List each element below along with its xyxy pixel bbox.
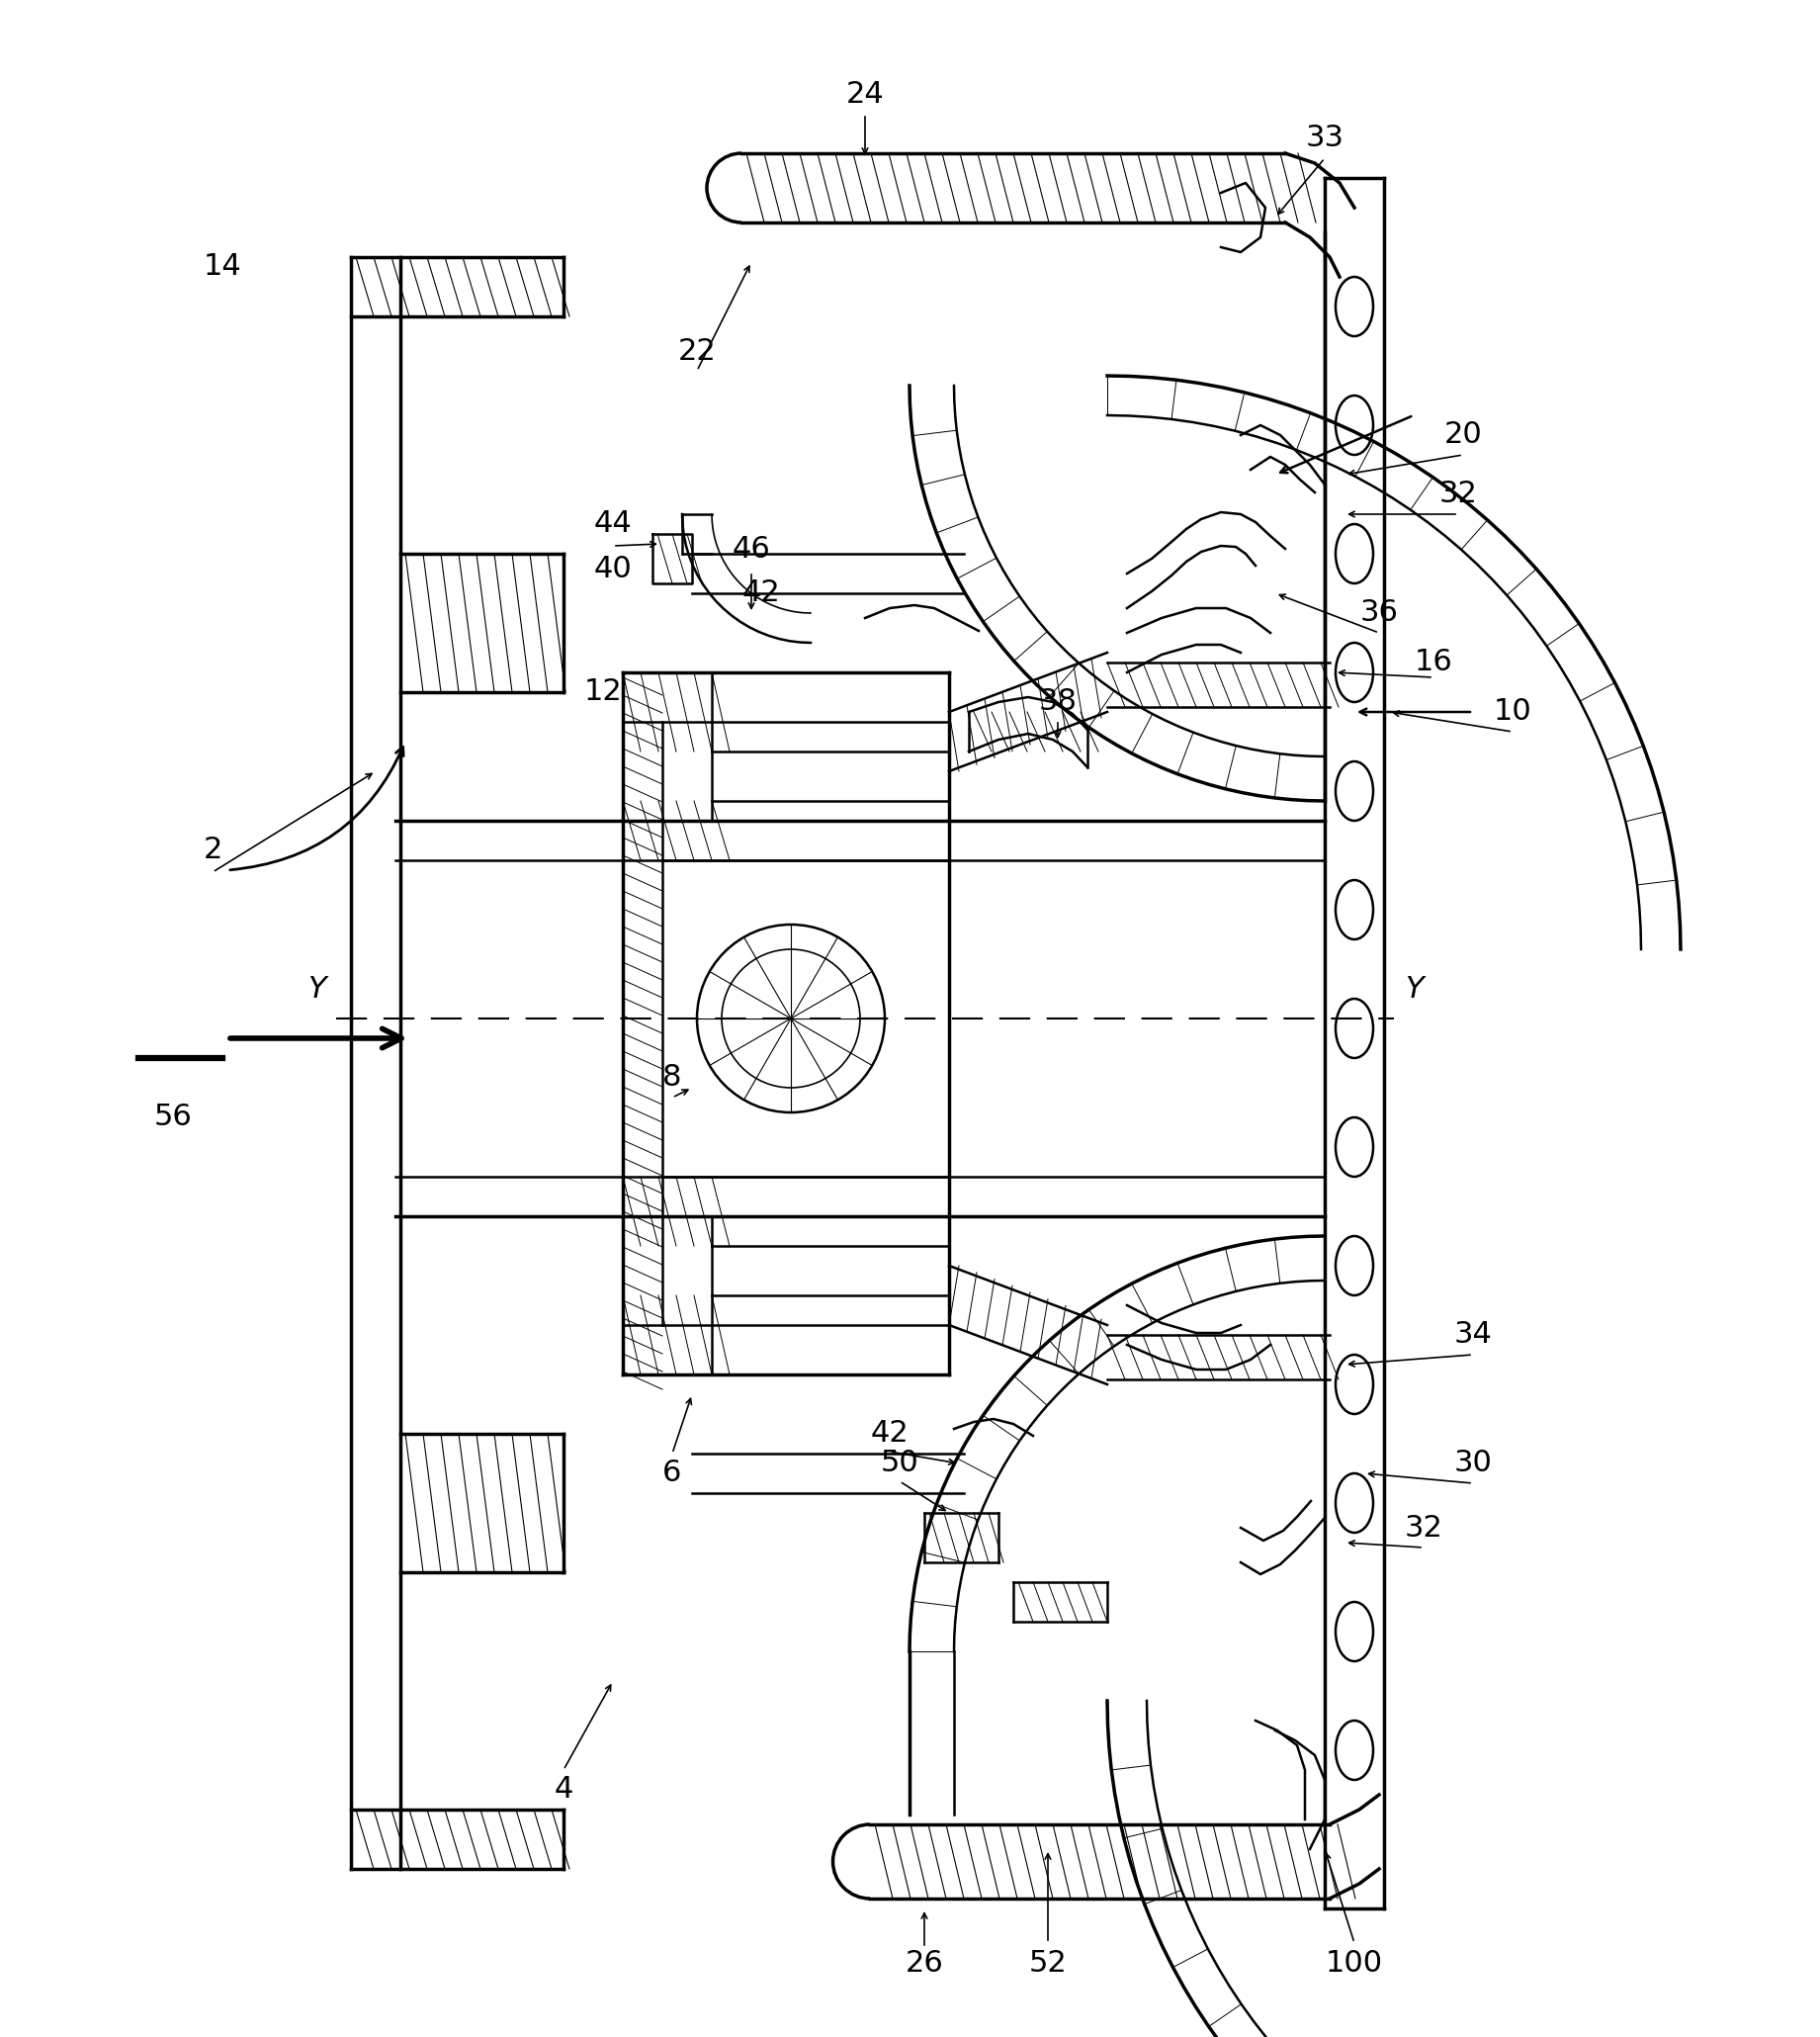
Text: 38: 38	[1039, 689, 1077, 717]
Text: 2: 2	[204, 835, 222, 866]
Text: 46: 46	[732, 534, 770, 562]
Text: 52: 52	[1028, 1949, 1067, 1978]
Text: 34: 34	[1454, 1320, 1492, 1348]
Text: 36: 36	[1360, 599, 1398, 627]
Text: 40: 40	[593, 554, 632, 583]
Text: 50: 50	[881, 1448, 919, 1477]
Text: 14: 14	[204, 253, 242, 281]
Text: 6: 6	[662, 1458, 682, 1487]
Text: Y: Y	[308, 976, 326, 1004]
Text: 16: 16	[1414, 648, 1452, 676]
Text: 44: 44	[593, 509, 632, 538]
Text: 20: 20	[1443, 422, 1481, 450]
Text: 26: 26	[905, 1949, 943, 1978]
Text: 24: 24	[846, 79, 885, 108]
Text: 32: 32	[1405, 1513, 1443, 1542]
Text: 30: 30	[1454, 1448, 1492, 1477]
Text: 32: 32	[1440, 481, 1478, 509]
Text: 8: 8	[662, 1063, 682, 1092]
Text: 22: 22	[677, 336, 715, 365]
Text: 100: 100	[1325, 1949, 1383, 1978]
Text: 56: 56	[155, 1104, 193, 1133]
Text: Y: Y	[1405, 976, 1423, 1004]
Text: 42: 42	[743, 579, 781, 607]
Text: 42: 42	[870, 1420, 908, 1448]
Text: 12: 12	[584, 678, 622, 707]
Text: 10: 10	[1494, 697, 1532, 727]
Text: 33: 33	[1305, 124, 1343, 153]
Text: 4: 4	[553, 1776, 573, 1805]
